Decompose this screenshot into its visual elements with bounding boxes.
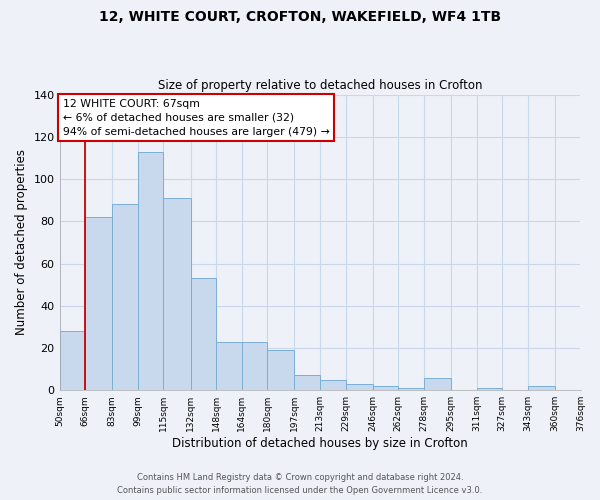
Bar — [373, 386, 398, 390]
Bar — [476, 388, 502, 390]
Title: Size of property relative to detached houses in Crofton: Size of property relative to detached ho… — [158, 79, 482, 92]
Bar — [267, 350, 295, 390]
Bar — [346, 384, 373, 390]
Bar — [424, 378, 451, 390]
Bar — [242, 342, 267, 390]
Text: 12 WHITE COURT: 67sqm
← 6% of detached houses are smaller (32)
94% of semi-detac: 12 WHITE COURT: 67sqm ← 6% of detached h… — [63, 99, 329, 137]
Bar — [191, 278, 216, 390]
Text: 12, WHITE COURT, CROFTON, WAKEFIELD, WF4 1TB: 12, WHITE COURT, CROFTON, WAKEFIELD, WF4… — [99, 10, 501, 24]
Bar — [59, 331, 85, 390]
Bar — [320, 380, 346, 390]
Bar — [112, 204, 138, 390]
X-axis label: Distribution of detached houses by size in Crofton: Distribution of detached houses by size … — [172, 437, 468, 450]
Bar — [528, 386, 555, 390]
Bar — [398, 388, 424, 390]
Bar — [216, 342, 242, 390]
Bar — [295, 376, 320, 390]
Y-axis label: Number of detached properties: Number of detached properties — [15, 150, 28, 336]
Bar — [85, 217, 112, 390]
Bar — [163, 198, 191, 390]
Bar — [138, 152, 163, 390]
Text: Contains HM Land Registry data © Crown copyright and database right 2024.
Contai: Contains HM Land Registry data © Crown c… — [118, 474, 482, 495]
